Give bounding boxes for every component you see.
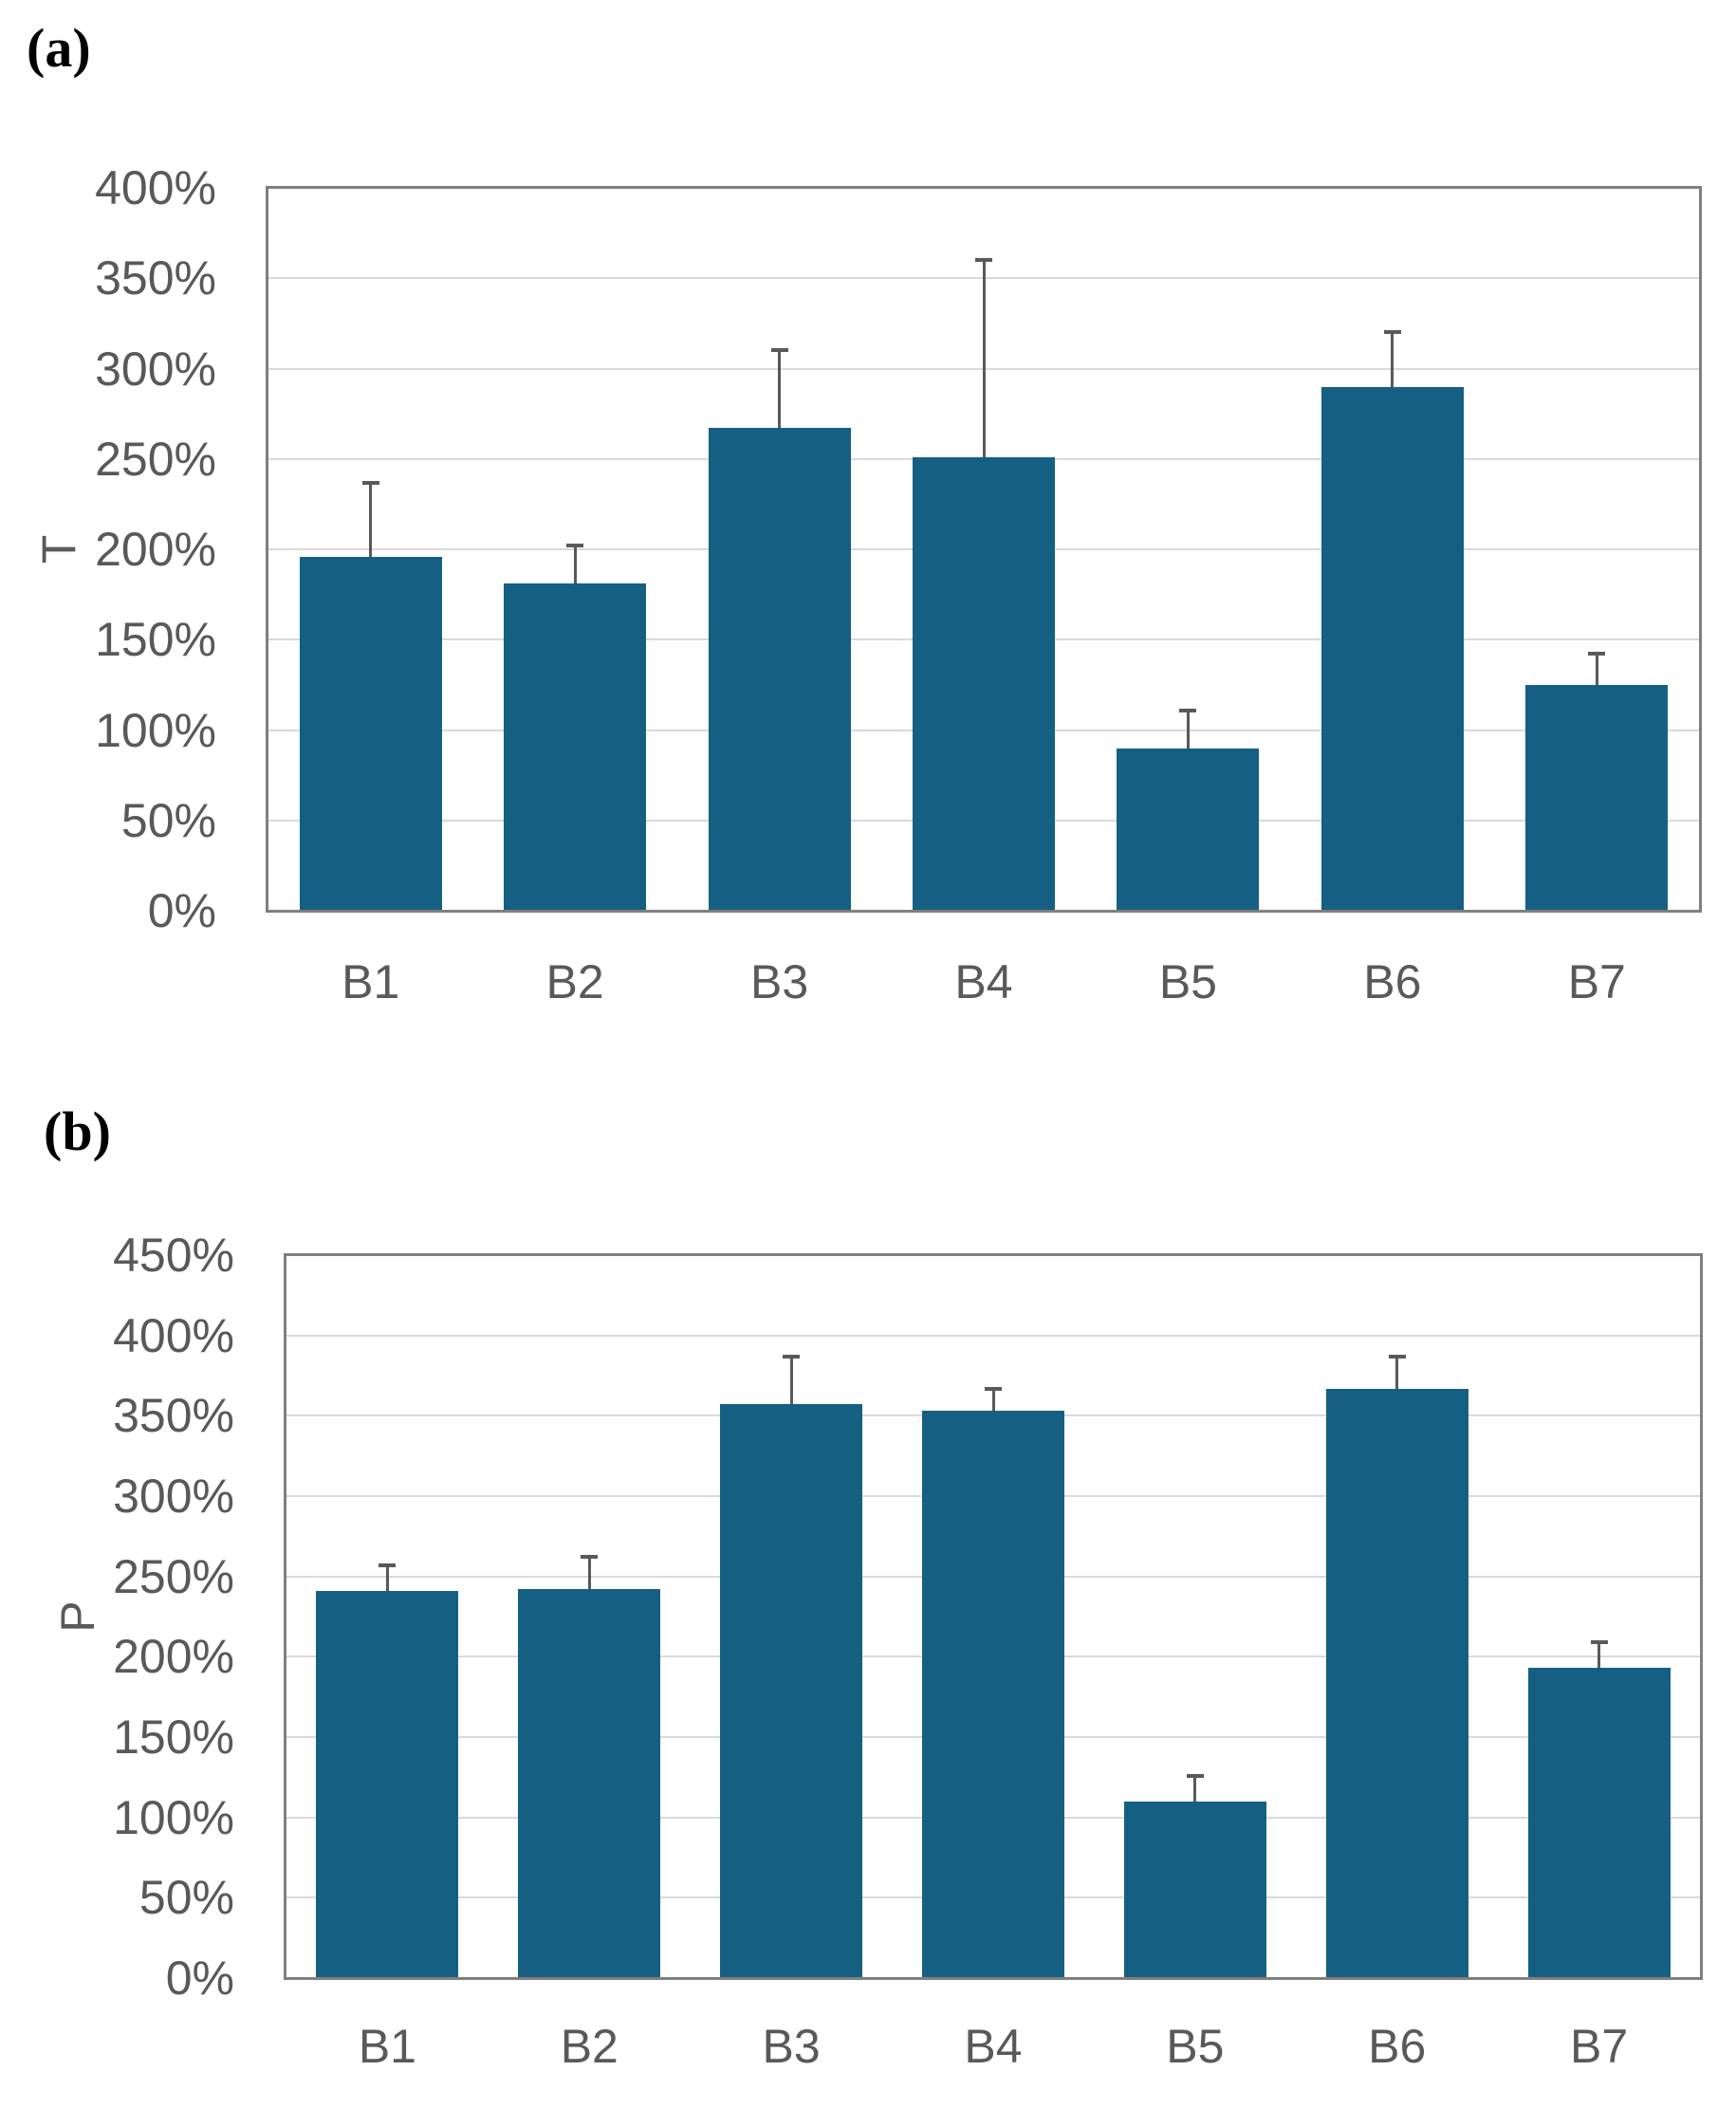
- error-bar-cap: [566, 544, 584, 548]
- y-tick-label: 350%: [95, 251, 216, 305]
- x-category-label: B7: [1567, 955, 1626, 1008]
- error-bar: [1595, 654, 1598, 685]
- panel-label-a: (a): [27, 17, 91, 79]
- y-tick-label: 400%: [95, 161, 216, 214]
- error-bar: [587, 1557, 591, 1590]
- plot-border-right: [1700, 1255, 1703, 1978]
- error-bar-cap: [581, 1555, 599, 1560]
- error-bar: [1395, 1356, 1399, 1389]
- x-axis-line: [284, 1977, 1703, 1980]
- error-bar: [778, 350, 782, 429]
- error-bar: [1597, 1642, 1601, 1669]
- plot-border-top: [284, 1253, 1703, 1256]
- bar-b5: [1117, 748, 1260, 911]
- bar-b6: [1320, 386, 1464, 911]
- y-tick-label: 350%: [113, 1389, 234, 1443]
- error-bar: [1391, 332, 1394, 387]
- bar-b7: [1525, 684, 1669, 911]
- y-tick-label: 0%: [165, 1951, 234, 2005]
- bar-b5: [1123, 1801, 1266, 1978]
- y-tick-label: 250%: [95, 432, 216, 486]
- bar-b4: [922, 1411, 1064, 1978]
- y-tick-label: 250%: [113, 1549, 234, 1603]
- plot-border-top: [266, 186, 1702, 189]
- error-bar: [385, 1564, 389, 1591]
- x-category-label: B6: [1368, 2020, 1427, 2073]
- plot-border-right: [1699, 188, 1702, 911]
- bar-b3: [708, 428, 851, 911]
- y-tick-label: 450%: [113, 1229, 234, 1282]
- error-bar-cap: [783, 1354, 801, 1359]
- x-category-label: B1: [358, 2020, 416, 2073]
- bar-b1: [316, 1590, 459, 1978]
- error-bar-cap: [985, 1386, 1002, 1391]
- error-bar-cap: [1388, 1354, 1406, 1359]
- error-bar: [369, 482, 373, 557]
- y-tick-label: 150%: [95, 613, 216, 667]
- error-bar-cap: [361, 480, 379, 485]
- bar-b4: [913, 456, 1055, 911]
- x-category-label: B5: [1158, 955, 1217, 1008]
- error-bar: [991, 1388, 995, 1412]
- error-bar-cap: [975, 258, 992, 263]
- y-axis-line: [284, 1255, 286, 1978]
- x-category-label: B6: [1363, 955, 1422, 1008]
- error-bar-cap: [379, 1563, 397, 1567]
- y-tick-label: 0%: [147, 884, 216, 937]
- y-tick-label: 150%: [113, 1710, 234, 1764]
- panel-label-b: (b): [44, 1100, 111, 1162]
- gridline: [286, 1334, 1700, 1337]
- error-bar-cap: [1186, 1773, 1204, 1778]
- y-tick-label: 200%: [113, 1630, 234, 1684]
- y-tick-label: 400%: [113, 1308, 234, 1362]
- error-bar-cap: [1590, 1640, 1608, 1645]
- error-bar-cap: [1588, 652, 1606, 656]
- x-category-label: B3: [762, 2020, 821, 2073]
- bar-b6: [1325, 1388, 1468, 1978]
- bar-b3: [720, 1404, 863, 1978]
- error-bar: [1186, 710, 1190, 749]
- x-category-label: B5: [1166, 2020, 1225, 2073]
- bar-b2: [518, 1589, 661, 1978]
- bar-b2: [504, 583, 647, 911]
- x-category-label: B2: [545, 955, 604, 1008]
- y-tick-label: 300%: [95, 342, 216, 396]
- error-bar: [982, 260, 986, 457]
- y-axis-line: [266, 188, 268, 911]
- y-tick-label: 100%: [113, 1790, 234, 1844]
- x-category-label: B3: [749, 955, 809, 1008]
- y-tick-label: 50%: [120, 793, 216, 847]
- y-tick-label: 300%: [113, 1470, 234, 1523]
- error-bar-cap: [770, 348, 788, 353]
- error-bar-cap: [1179, 708, 1197, 712]
- x-category-label: B4: [964, 2020, 1023, 2073]
- bar-b7: [1527, 1668, 1671, 1978]
- x-axis-line: [266, 910, 1702, 913]
- x-category-label: B2: [560, 2020, 619, 2073]
- x-category-label: B4: [954, 955, 1013, 1008]
- y-tick-label: 100%: [95, 703, 216, 757]
- error-bar-cap: [1383, 330, 1401, 335]
- x-category-label: B1: [342, 955, 400, 1008]
- bar-b1: [299, 556, 442, 911]
- error-bar: [1193, 1775, 1197, 1802]
- y-tick-label: 200%: [95, 523, 216, 576]
- error-bar: [789, 1356, 793, 1405]
- error-bar: [573, 545, 577, 584]
- x-category-label: B7: [1569, 2020, 1629, 2073]
- y-tick-label: 50%: [139, 1871, 234, 1925]
